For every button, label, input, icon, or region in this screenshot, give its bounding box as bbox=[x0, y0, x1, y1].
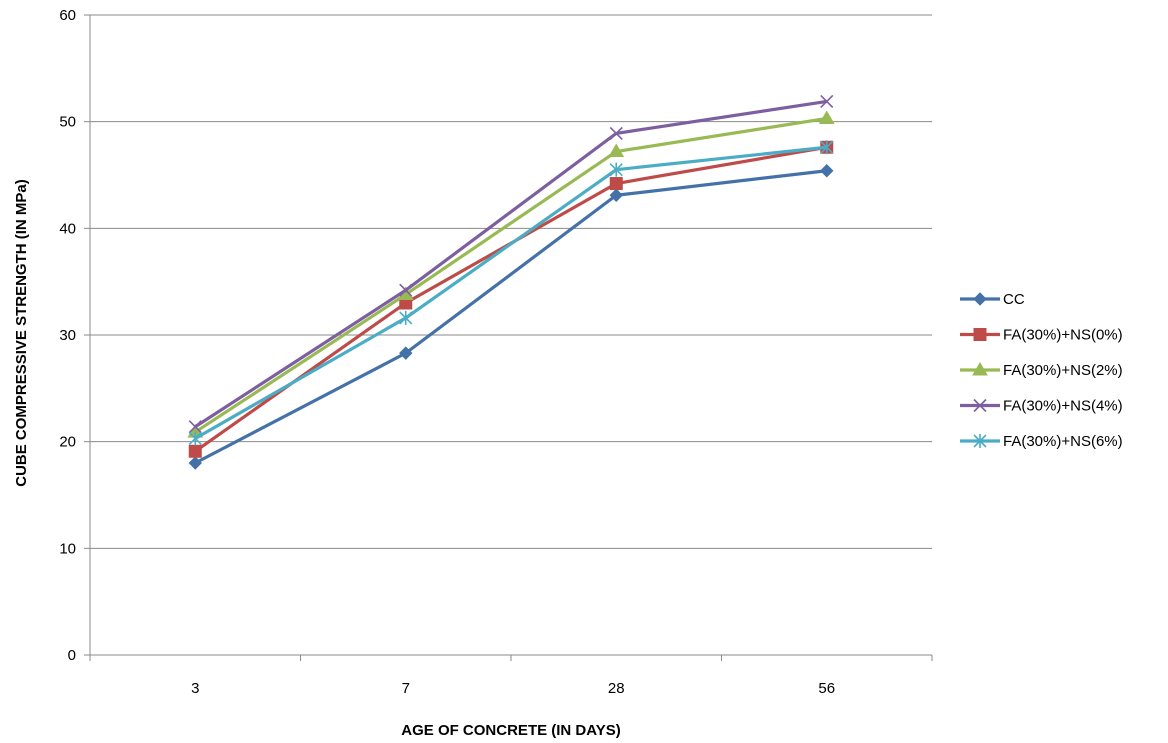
series-layer bbox=[187, 94, 835, 470]
x-tick-label: 3 bbox=[191, 680, 199, 697]
data-point bbox=[609, 188, 623, 202]
y-tick-label: 30 bbox=[59, 327, 76, 344]
series-line bbox=[194, 116, 827, 434]
series-line bbox=[194, 145, 827, 440]
y-axis-title: CUBE COMPRESSIVE STRENGTH (IN MPa) bbox=[13, 179, 30, 487]
x-axis-title: AGE OF CONCRETE (IN DAYS) bbox=[401, 722, 620, 739]
gridlines bbox=[90, 14, 932, 656]
data-point bbox=[399, 310, 413, 325]
legend-item: FA(30%)+NS(4%) bbox=[960, 398, 1123, 415]
legend-marker bbox=[973, 434, 987, 448]
legend-label: FA(30%)+NS(2%) bbox=[1003, 362, 1123, 379]
y-tick-label: 40 bbox=[59, 220, 76, 237]
series-3 bbox=[188, 94, 834, 434]
series-line bbox=[194, 99, 827, 429]
data-point bbox=[188, 420, 202, 434]
series-line bbox=[194, 169, 827, 465]
series-line bbox=[194, 145, 828, 453]
x-tick-label: 7 bbox=[402, 680, 410, 697]
y-tick-label: 0 bbox=[68, 647, 76, 664]
axes: 0 10 20 30 40 50 60 3 7 28 56 bbox=[59, 7, 933, 697]
y-tick-label: 50 bbox=[59, 114, 76, 131]
data-point bbox=[399, 346, 413, 360]
legend: CC FA(30%)+NS(0%) FA(30%)+NS(2%) FA(30%)+NS… bbox=[960, 291, 1123, 450]
legend-item: FA(30%)+NS(2%) bbox=[960, 362, 1123, 379]
legend-label: CC bbox=[1003, 291, 1025, 308]
data-point bbox=[820, 140, 834, 155]
legend-label: FA(30%)+NS(4%) bbox=[1003, 398, 1123, 415]
data-point bbox=[609, 177, 623, 191]
y-tick-label: 20 bbox=[59, 434, 76, 451]
data-point bbox=[188, 431, 202, 446]
legend-item: CC bbox=[960, 291, 1025, 308]
legend-label: FA(30%)+NS(6%) bbox=[1003, 433, 1123, 450]
data-point bbox=[608, 143, 625, 158]
legend-item: FA(30%)+NS(0%) bbox=[960, 327, 1123, 344]
data-point bbox=[188, 444, 202, 458]
data-point bbox=[820, 164, 834, 178]
series-1 bbox=[188, 140, 834, 458]
data-point bbox=[820, 94, 834, 108]
legend-marker bbox=[973, 398, 987, 413]
legend-item: FA(30%)+NS(6%) bbox=[960, 433, 1123, 450]
data-point bbox=[609, 126, 623, 140]
data-point bbox=[399, 283, 413, 297]
y-tick-label: 10 bbox=[59, 540, 76, 557]
data-point bbox=[188, 456, 202, 470]
series-4 bbox=[188, 140, 834, 446]
data-point bbox=[609, 162, 623, 177]
legend-marker bbox=[972, 362, 988, 376]
series-0 bbox=[188, 164, 834, 470]
x-tick-label: 56 bbox=[818, 680, 835, 697]
legend-marker bbox=[973, 328, 987, 341]
data-point bbox=[818, 110, 835, 124]
y-tick-label: 60 bbox=[59, 7, 76, 24]
x-tick-label: 28 bbox=[608, 680, 625, 697]
legend-marker bbox=[973, 292, 987, 306]
legend-label: FA(30%)+NS(0%) bbox=[1003, 327, 1123, 344]
